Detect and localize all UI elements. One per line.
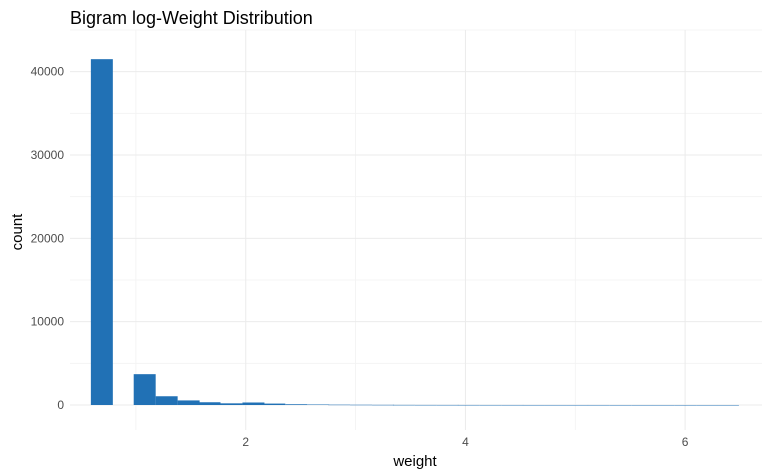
histogram-bar xyxy=(716,404,739,406)
x-tick-label: 4 xyxy=(462,435,469,449)
histogram-bar xyxy=(414,404,437,406)
histogram-bar xyxy=(372,404,395,406)
histogram-bar xyxy=(177,400,200,405)
histogram-bar xyxy=(242,402,265,405)
x-tick-label: 2 xyxy=(242,435,249,449)
histogram-bar xyxy=(220,403,243,405)
histogram-bar xyxy=(609,404,632,406)
histogram-bar xyxy=(522,404,545,406)
histogram-bar xyxy=(307,404,330,405)
histogram-bar xyxy=(696,404,719,406)
grid-layer xyxy=(70,29,762,430)
histogram-bar xyxy=(155,396,178,405)
histogram-bar xyxy=(674,404,697,406)
y-tick-label: 0 xyxy=(57,398,64,412)
histogram-bar xyxy=(285,404,308,405)
histogram-bar xyxy=(198,402,221,405)
bars-layer xyxy=(90,59,739,406)
histogram-bar xyxy=(479,404,502,406)
histogram-bar xyxy=(90,59,113,406)
histogram-bar xyxy=(501,404,524,406)
histogram-bar xyxy=(263,403,286,405)
histogram-bar xyxy=(133,374,156,405)
histogram-bar xyxy=(328,404,351,406)
y-tick-label: 10000 xyxy=(31,315,65,329)
histogram-bar xyxy=(392,404,415,406)
histogram-bar xyxy=(544,404,567,406)
histogram-bar xyxy=(350,404,373,406)
ticks-layer: 0 10000 20000 30000 40000 2 4 6 xyxy=(31,65,689,449)
x-axis-title: weight xyxy=(392,453,437,470)
histogram-bar xyxy=(631,404,654,406)
histogram-bar xyxy=(566,404,589,406)
chart-title: Bigram log-Weight Distribution xyxy=(70,8,313,28)
y-tick-label: 20000 xyxy=(31,231,65,245)
histogram-bar xyxy=(457,404,480,406)
x-tick-label: 6 xyxy=(682,435,689,449)
y-tick-label: 30000 xyxy=(31,148,65,162)
histogram-bar xyxy=(436,404,459,406)
histogram-bar xyxy=(587,404,610,406)
y-axis-title: count xyxy=(9,213,26,251)
y-tick-label: 40000 xyxy=(31,65,65,79)
histogram-bar xyxy=(652,404,675,406)
